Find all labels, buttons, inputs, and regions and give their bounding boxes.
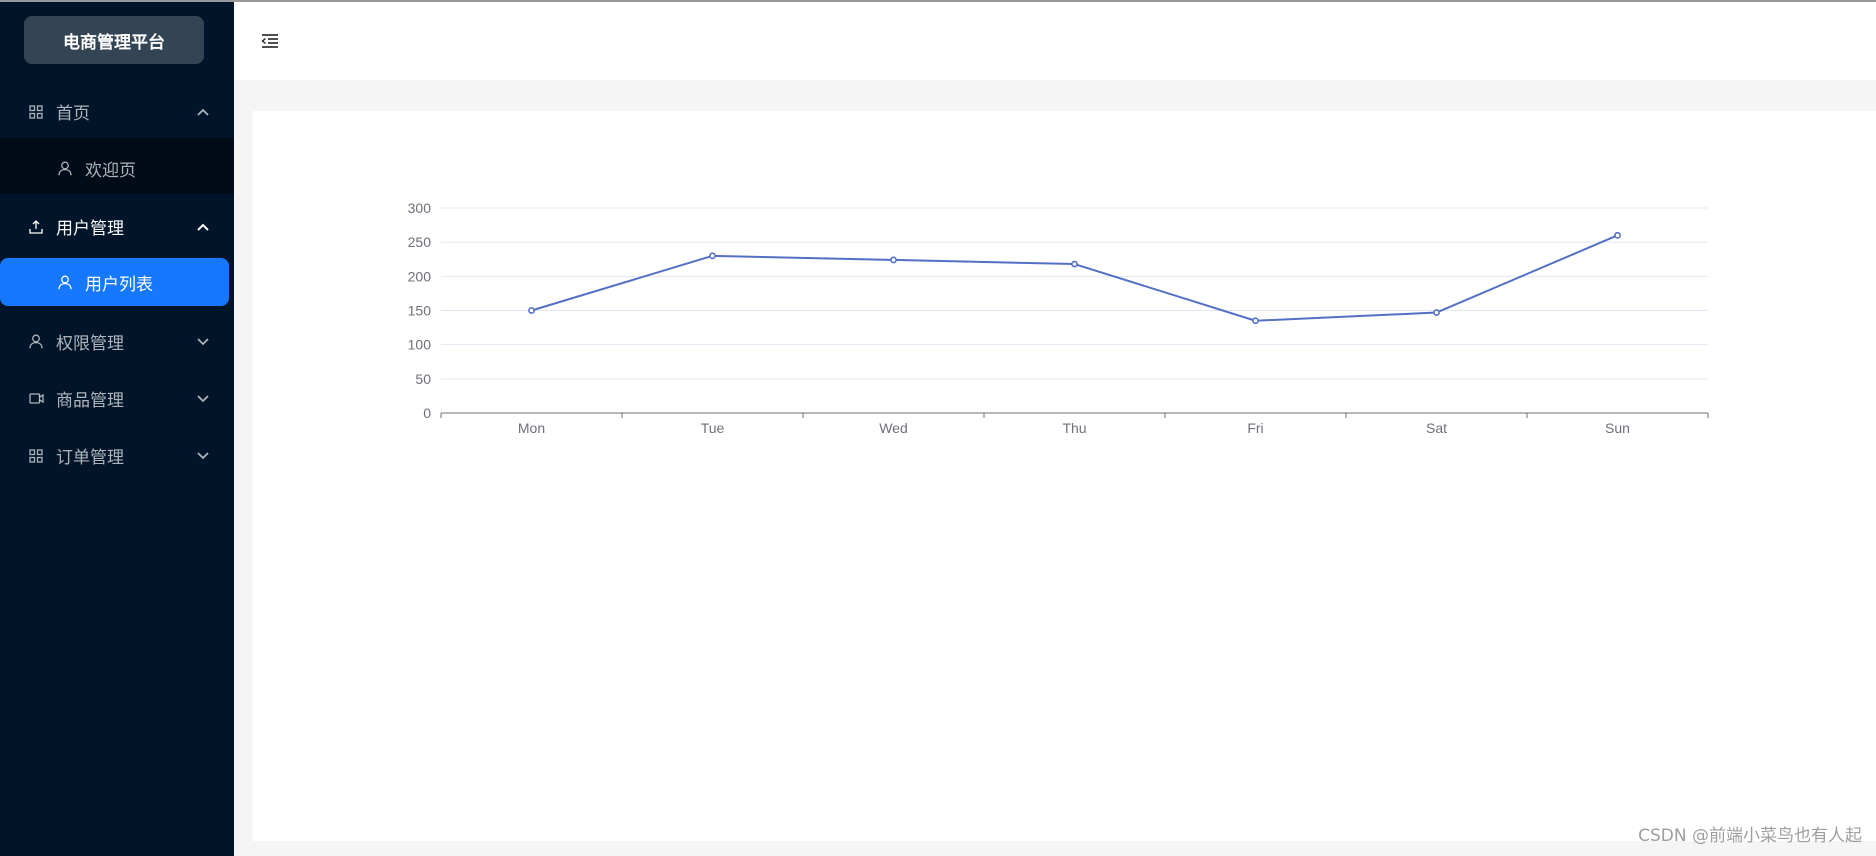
submenu-home xyxy=(0,138,234,194)
chevron-down-icon xyxy=(196,392,210,406)
y-tick-label: 200 xyxy=(408,268,432,284)
top-header xyxy=(234,2,1876,80)
y-tick-label: 100 xyxy=(408,337,432,353)
y-tick-label: 300 xyxy=(408,200,432,216)
x-tick-label: Sat xyxy=(1426,420,1447,436)
x-tick-label: Sun xyxy=(1605,420,1630,436)
data-point xyxy=(1614,231,1621,239)
data-point xyxy=(890,256,897,264)
chevron-up-icon xyxy=(196,220,210,234)
data-point xyxy=(1433,309,1440,316)
data-point xyxy=(1071,260,1078,268)
appstore-icon xyxy=(28,104,44,120)
x-tick-label: Fri xyxy=(1247,420,1263,436)
sidebar-item-welcome-label: 欢迎页 xyxy=(85,160,136,181)
menu-user-management-label: 用户管理 xyxy=(56,219,124,239)
menu-fold-icon xyxy=(261,33,279,53)
line-chart: 0 50 100 150 200 250 300 Mon Tue Wed Thu Fri Sat Sun xyxy=(408,200,1709,436)
user-icon xyxy=(28,334,44,350)
video-camera-icon xyxy=(28,391,44,407)
menu-user-management[interactable]: 用户管理 xyxy=(0,198,234,255)
menu-fold-button[interactable] xyxy=(260,33,280,53)
data-point xyxy=(1252,317,1259,325)
user-icon xyxy=(57,160,73,176)
menu-order-management-label: 订单管理 xyxy=(56,448,124,468)
app-logo: 电商管理平台 xyxy=(24,16,204,64)
sidebar-item-welcome[interactable]: 欢迎页 xyxy=(0,144,234,192)
menu-home-label: 首页 xyxy=(56,104,90,124)
menu-order-management[interactable]: 订单管理 xyxy=(0,427,234,484)
menu-product-management-label: 商品管理 xyxy=(56,391,124,411)
user-icon xyxy=(57,274,73,290)
appstore-icon xyxy=(28,448,44,464)
data-point xyxy=(709,252,716,260)
y-tick-label: 50 xyxy=(415,371,431,387)
chevron-down-icon xyxy=(196,335,210,349)
x-tick-label: Wed xyxy=(879,420,908,436)
app-title: 电商管理平台 xyxy=(63,32,165,53)
sidebar-item-user-list-label: 用户列表 xyxy=(85,274,153,295)
y-tick-label: 150 xyxy=(408,303,432,319)
x-tick-label: Tue xyxy=(701,420,725,436)
menu-product-management[interactable]: 商品管理 xyxy=(0,370,234,427)
menu-permission-management-label: 权限管理 xyxy=(56,334,124,354)
upload-icon xyxy=(28,219,44,235)
data-point xyxy=(528,307,535,314)
chevron-down-icon xyxy=(196,449,210,463)
series-line xyxy=(531,234,1618,322)
sidebar-item-user-list[interactable]: 用户列表 xyxy=(0,258,229,306)
chevron-up-icon xyxy=(196,105,210,119)
menu-permission-management[interactable]: 权限管理 xyxy=(0,313,234,370)
chart-card: 0 50 100 150 200 250 300 Mon Tue Wed Thu Fri Sat Sun xyxy=(253,111,1876,841)
sidebar: 电商管理平台 首页 欢迎页 用户管理 xyxy=(0,2,234,856)
x-tick-label: Thu xyxy=(1062,420,1086,436)
x-tick-label: Mon xyxy=(518,420,545,436)
watermark: CSDN @前端小菜鸟也有人起 xyxy=(1638,826,1862,846)
content-area: 0 50 100 150 200 250 300 Mon Tue Wed Thu Fri Sat Sun xyxy=(234,80,1876,856)
menu-home[interactable]: 首页 xyxy=(0,83,234,140)
y-tick-label: 250 xyxy=(408,234,432,250)
y-tick-label: 0 xyxy=(423,405,431,421)
